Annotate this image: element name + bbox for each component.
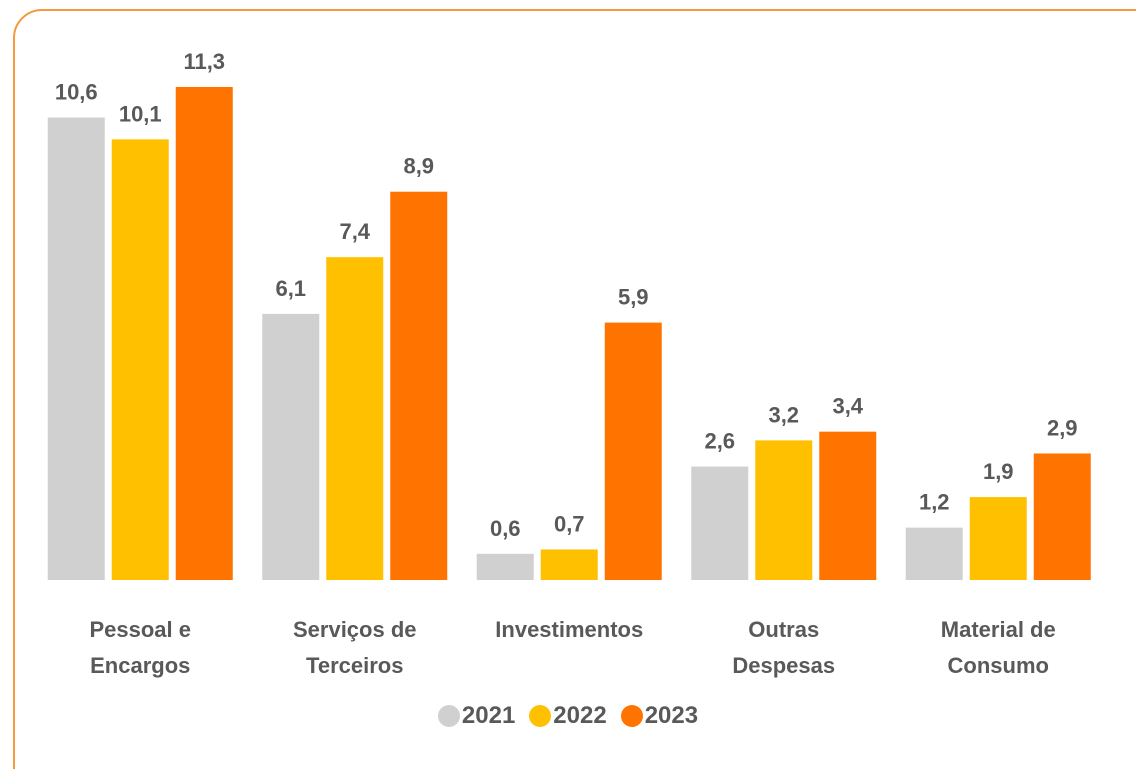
value-label: 10,6 xyxy=(55,80,98,105)
legend-marker xyxy=(437,705,460,727)
x-tick-label: Investimentos xyxy=(495,617,644,642)
value-label: 3,4 xyxy=(832,394,863,419)
value-label: 2,9 xyxy=(1047,415,1078,440)
value-label: 0,7 xyxy=(554,511,585,536)
bar xyxy=(1033,453,1091,580)
value-label: 2,6 xyxy=(704,429,735,454)
legend-item: 2021 xyxy=(437,702,516,730)
legend-item: 2022 xyxy=(529,702,607,730)
frame xyxy=(13,9,1136,769)
bar xyxy=(262,313,320,580)
bar xyxy=(47,117,105,580)
bar xyxy=(905,527,963,580)
value-label: 5,9 xyxy=(618,285,649,310)
legend-label: 2022 xyxy=(553,702,607,729)
bar xyxy=(819,431,877,580)
legend: 2021 2022 2023 xyxy=(0,702,1136,730)
value-label: 3,2 xyxy=(768,402,799,427)
x-tick-label: Pessoal e Encargos xyxy=(89,617,191,678)
x-tick-label: Serviços de Terceiros xyxy=(292,617,417,678)
value-label: 11,3 xyxy=(183,49,225,74)
bar xyxy=(969,497,1027,580)
bar xyxy=(755,440,813,580)
value-label: 6,1 xyxy=(275,276,306,301)
value-label: 7,4 xyxy=(339,219,370,244)
value-label: 1,9 xyxy=(983,459,1014,484)
value-label: 8,9 xyxy=(403,154,434,179)
legend-label: 2023 xyxy=(644,702,699,729)
legend-item: 2023 xyxy=(620,702,699,730)
bar xyxy=(540,549,598,580)
bar xyxy=(476,553,534,580)
bar xyxy=(604,322,662,580)
bar xyxy=(326,257,384,580)
value-label: 0,6 xyxy=(490,516,521,541)
legend-marker xyxy=(529,705,552,727)
bar xyxy=(691,466,749,580)
legend-marker xyxy=(620,705,643,727)
x-tick-label: Outras Despesas xyxy=(732,617,836,678)
bar xyxy=(390,191,448,581)
bar xyxy=(111,139,169,580)
legend-label: 2021 xyxy=(461,702,516,729)
bar xyxy=(175,87,233,580)
value-label: 10,1 xyxy=(119,101,162,126)
x-tick-label: Material de Consumo xyxy=(940,617,1056,678)
value-label: 1,2 xyxy=(919,490,950,515)
